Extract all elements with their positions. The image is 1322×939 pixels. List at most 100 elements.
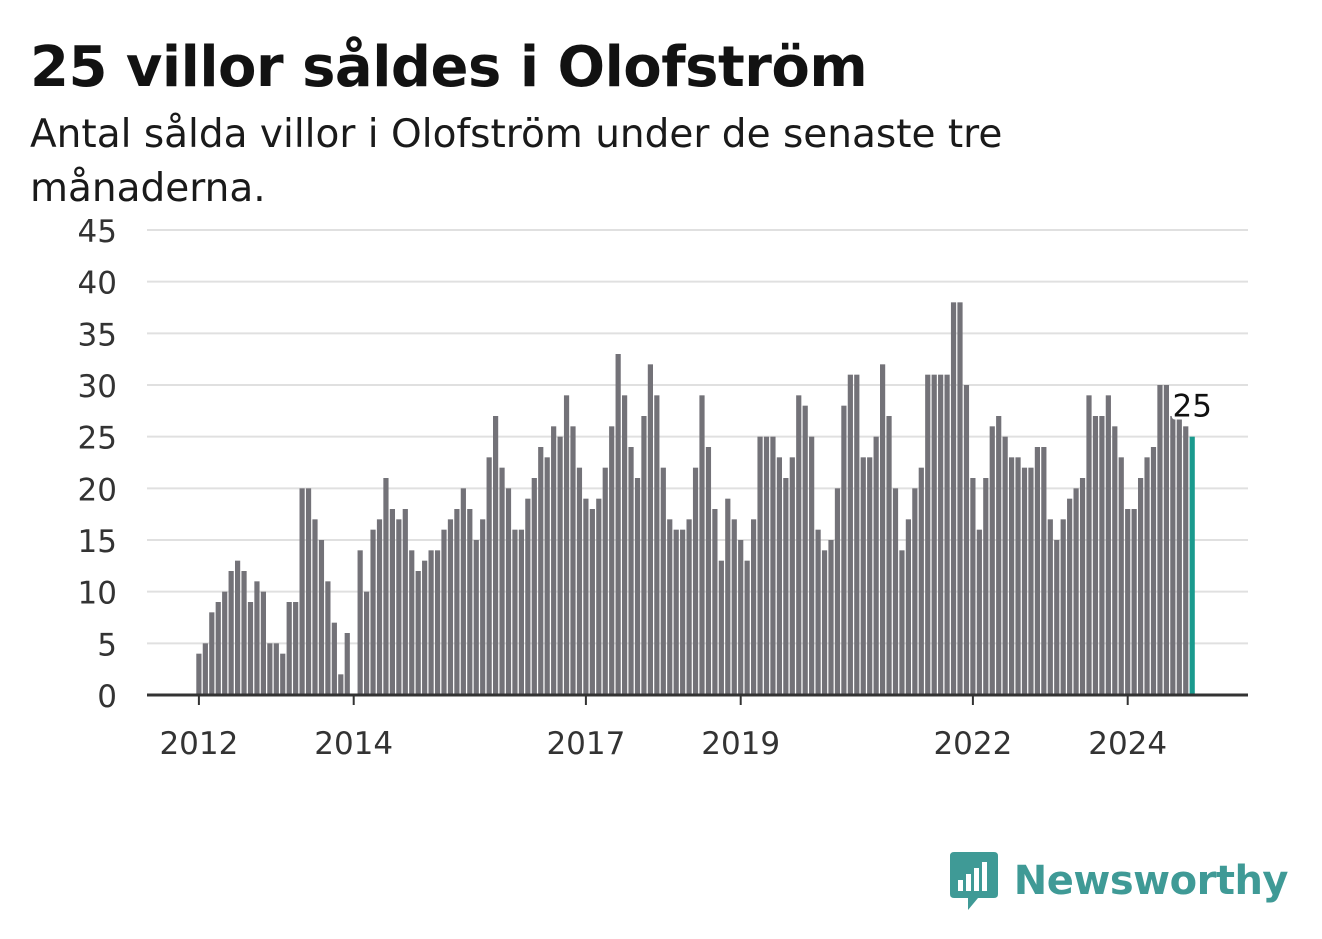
bar [673,529,679,695]
bar [725,498,731,695]
bar [1060,519,1066,695]
bar [434,550,441,695]
bar [415,571,421,695]
bar [344,633,350,695]
bar [1028,467,1034,695]
bar [473,540,479,695]
bar [1079,478,1086,695]
bar [602,467,608,695]
y-tick-label: 5 [97,627,117,663]
bar [931,374,937,695]
bar [254,581,260,695]
bar [215,602,221,695]
bar [841,405,847,695]
bar [299,488,305,695]
bar [1183,426,1189,695]
bar [260,591,266,695]
bar [364,591,370,695]
bar [622,395,628,695]
bar [873,436,879,695]
bar [557,436,563,695]
bar [551,426,557,695]
bar-latest [1189,436,1195,695]
bar [228,571,234,695]
bar [686,519,692,695]
chart-subtitle: Antal sålda villor i Olofström under de … [30,112,1003,211]
x-tick-label: 2022 [933,726,1012,762]
bar [357,550,363,695]
bar [1176,416,1182,695]
y-tick-label: 35 [78,317,117,353]
y-tick-label: 45 [78,214,117,250]
bar [963,385,970,695]
bar [1138,478,1144,695]
y-tick-label: 40 [78,266,117,302]
labels: 0 5 10 15 20 25 30 35 40 45 2012 2014 2017 2019 2022 20… [78,214,1215,762]
bar [983,478,989,695]
bar [718,560,724,695]
bar [783,478,789,695]
bar [202,643,208,695]
bar [751,519,757,695]
bar [763,436,770,695]
bar [989,426,995,695]
bar [1092,416,1099,695]
bar [918,467,924,695]
bar [1034,447,1040,695]
bar [957,302,963,695]
x-tick-label: 2012 [159,726,238,762]
bar [518,529,524,695]
bar [196,653,202,695]
bar [1054,540,1060,695]
bar [409,550,415,695]
bar [1073,488,1079,695]
bar [705,447,712,695]
bar [1150,447,1157,695]
bar [886,416,892,695]
bar [1002,436,1008,695]
bar [1015,457,1021,695]
bar [467,509,473,695]
bar [447,519,454,695]
bar [1009,457,1015,695]
bar [905,519,911,695]
bar [1021,467,1028,695]
newsworthy-logo-icon [949,852,998,910]
bar [1163,385,1169,695]
bar [880,364,886,695]
bar [570,426,576,695]
bar [312,519,318,695]
bar [589,509,595,695]
bar [318,540,325,695]
bar [441,529,447,695]
x-tick-label: 2019 [701,726,780,762]
y-tick-label: 30 [78,369,117,405]
bar [1105,395,1111,695]
bar [976,529,982,695]
bar [454,509,460,695]
bar [892,488,899,695]
x-tick-label: 2024 [1088,726,1167,762]
bar [370,529,376,695]
bar [1112,426,1118,695]
bar [383,478,389,695]
bar [776,457,782,695]
newsworthy-logo[interactable]: Newsworthy [948,848,1289,914]
bar [389,509,395,695]
bar [531,478,537,695]
bar [1041,447,1047,695]
bar [660,467,666,695]
bar [654,395,660,695]
bar [505,488,512,695]
bar [899,550,905,695]
bar [789,457,795,695]
bar [925,374,931,695]
bar [538,447,544,695]
bar [1125,509,1131,695]
bar [867,457,873,695]
bar [821,550,828,695]
bar [970,478,976,695]
bar [235,560,241,695]
bar [950,302,957,695]
